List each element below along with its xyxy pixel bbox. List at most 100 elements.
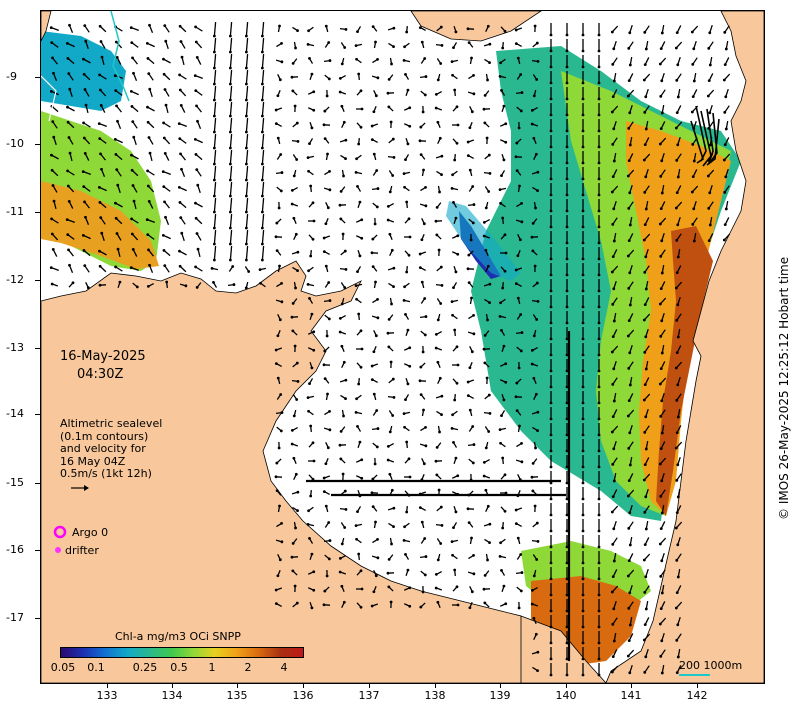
velocity-arrow [338, 90, 347, 95]
velocity-arrow [610, 585, 619, 594]
velocity-arrow [532, 41, 539, 48]
velocity-arrow [178, 73, 187, 80]
velocity-arrow [308, 138, 314, 145]
velocity-arrow [549, 615, 553, 629]
velocity-arrow [610, 665, 619, 674]
velocity-arrow [356, 329, 363, 336]
velocity-arrow [82, 136, 91, 145]
velocity-arrow [722, 153, 731, 162]
velocity-arrow [99, 216, 106, 225]
velocity-arrow [484, 186, 491, 193]
map-frame[interactable] [40, 10, 765, 684]
velocity-arrow [244, 281, 249, 290]
velocity-arrow [530, 235, 539, 239]
velocity-arrow [468, 601, 473, 610]
velocity-arrow [581, 103, 585, 117]
velocity-arrow [723, 217, 730, 226]
velocity-arrow [373, 457, 377, 466]
velocity-arrow [66, 233, 75, 240]
velocity-arrow [612, 360, 617, 371]
velocity-arrow [83, 88, 90, 97]
velocity-arrow [581, 519, 585, 533]
velocity-arrow [675, 665, 682, 674]
map-canvas[interactable] [41, 11, 764, 683]
velocity-arrow [597, 567, 601, 581]
velocity-arrow [581, 455, 585, 469]
velocity-arrow [627, 473, 634, 482]
velocity-arrow [52, 199, 57, 210]
velocity-arrow [164, 39, 169, 50]
velocity-arrow [244, 197, 249, 214]
latitude-tick [35, 77, 40, 78]
velocity-arrow [549, 391, 553, 405]
velocity-arrow [98, 264, 107, 273]
velocity-arrow [644, 568, 649, 579]
velocity-arrow [675, 265, 682, 274]
chl-patch-northwest [41, 31, 126, 111]
velocity-arrow [565, 343, 569, 357]
velocity-arrow [612, 152, 617, 163]
velocity-arrow [371, 187, 380, 191]
velocity-arrow [644, 360, 649, 371]
velocity-arrow [452, 123, 460, 127]
velocity-arrow [581, 663, 585, 677]
velocity-arrow [405, 377, 410, 386]
longitude-label: 141 [620, 689, 642, 702]
velocity-arrow [276, 136, 281, 145]
velocity-arrow [194, 89, 203, 96]
velocity-arrow [322, 363, 331, 367]
velocity-arrow [436, 553, 441, 562]
velocity-arrow [387, 314, 394, 321]
velocity-arrow [402, 58, 411, 63]
velocity-arrow [533, 264, 537, 273]
velocity-arrow [549, 455, 553, 469]
velocity-arrow [483, 411, 492, 415]
velocity-arrow [291, 490, 300, 495]
velocity-arrow [341, 360, 346, 368]
velocity-arrow [565, 39, 569, 53]
velocity-arrow [339, 217, 346, 224]
velocity-arrow [610, 505, 619, 514]
velocity-arrow [370, 251, 379, 255]
velocity-arrow [658, 617, 667, 626]
velocity-arrow [531, 170, 540, 175]
velocity-arrow [404, 235, 412, 239]
velocity-arrow [532, 554, 539, 561]
velocity-arrow [581, 183, 585, 197]
velocity-arrow [549, 183, 553, 197]
velocity-arrow [146, 105, 155, 112]
velocity-arrow [597, 535, 601, 549]
velocity-arrow [434, 346, 443, 351]
velocity-arrow [468, 168, 473, 177]
velocity-arrow [612, 312, 617, 323]
velocity-arrow [643, 105, 650, 114]
velocity-arrow [244, 165, 249, 182]
scale-bar [679, 674, 710, 676]
velocity-arrow [627, 153, 634, 162]
velocity-arrow [549, 423, 553, 437]
velocity-arrow [484, 426, 491, 433]
velocity-arrow [275, 171, 284, 175]
velocity-arrow [643, 297, 650, 306]
velocity-arrow [565, 487, 569, 501]
velocity-arrow [81, 233, 91, 240]
velocity-arrow [212, 197, 217, 214]
velocity-arrow [723, 137, 730, 146]
velocity-arrow [274, 475, 283, 479]
velocity-arrow [132, 199, 137, 210]
velocity-arrow [628, 664, 633, 675]
velocity-arrow [565, 103, 569, 117]
velocity-arrow [307, 107, 316, 112]
velocity-arrow [370, 378, 378, 383]
velocity-arrow [627, 601, 634, 610]
velocity-arrow [626, 409, 635, 418]
velocity-arrow [164, 215, 170, 225]
velocity-arrow [690, 25, 699, 34]
velocity-arrow [291, 250, 300, 255]
velocity-arrow [324, 217, 329, 226]
velocity-arrow [516, 106, 523, 113]
velocity-arrow [437, 185, 441, 194]
velocity-arrow [723, 25, 730, 34]
velocity-arrow [530, 587, 538, 592]
velocity-arrow [581, 535, 585, 549]
